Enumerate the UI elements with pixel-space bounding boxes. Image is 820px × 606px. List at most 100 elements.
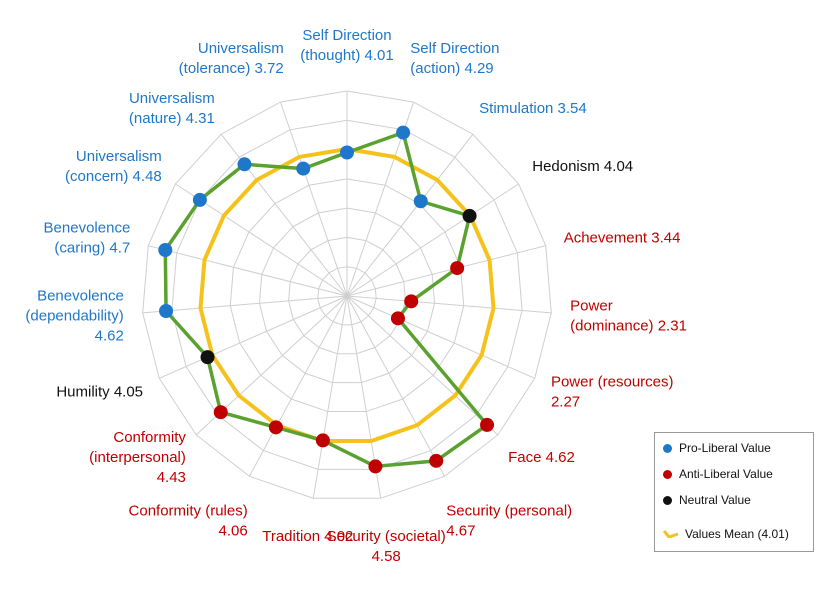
grid-spoke — [346, 245, 546, 297]
axis-label-line: (interpersonal) — [89, 449, 186, 466]
data-point-7 — [390, 311, 405, 326]
axis-label-line: Universalism — [129, 90, 215, 107]
axis-label-line: Self Direction — [302, 27, 391, 44]
data-point-6 — [404, 294, 419, 309]
data-point-14 — [200, 350, 215, 365]
axis-label-line: 4.43 — [157, 469, 186, 486]
grid-ring — [142, 90, 552, 499]
axis-label-line: Universalism — [76, 148, 162, 165]
axis-label-line: Face 4.62 — [508, 449, 575, 466]
grid-spoke — [279, 101, 348, 297]
axis-label-line: Achevement 3.44 — [564, 230, 681, 247]
axis-label-line: Stimulation 3.54 — [479, 100, 587, 117]
grid-ring — [258, 207, 436, 384]
axis-label-line: (caring) 4.7 — [54, 240, 130, 257]
axis-label-line: (action) 4.29 — [410, 60, 493, 77]
legend-label-pro: Pro-Liberal Value — [679, 441, 771, 455]
data-point-2 — [396, 125, 411, 140]
axis-label-line: Tradition 4.02 — [262, 528, 353, 545]
data-point-10 — [368, 459, 383, 474]
grid-spoke — [312, 295, 348, 499]
grid-spoke — [346, 133, 474, 297]
series-line — [163, 130, 489, 469]
data-point-9 — [429, 453, 444, 468]
legend-marker-anti — [663, 469, 672, 479]
axis-label-line: Security (personal) — [446, 502, 572, 519]
grid-spoke — [346, 295, 499, 436]
axis-label-3: Stimulation 3.54 — [479, 100, 587, 117]
axis-label-line: (thought) 4.01 — [300, 47, 393, 64]
grid-spoke — [159, 295, 348, 379]
axis-label-9: Security (personal) 4.67 — [446, 502, 572, 539]
grid-ring — [171, 119, 523, 470]
data-point-16 — [158, 242, 173, 257]
axis-label-18: Universalism (nature) 4.31 — [129, 90, 215, 127]
axis-label-16: Benevolence (caring) 4.7 — [44, 220, 131, 257]
data-point-11 — [315, 433, 330, 448]
axis-label-1: Self Direction (thought) 4.01 — [300, 27, 393, 64]
axis-label-line: 4.06 — [219, 522, 248, 539]
axis-label-line: 4.62 — [95, 328, 124, 345]
axis-label-11: Tradition 4.02 — [262, 528, 353, 545]
axis-label-line: Self Direction — [410, 40, 499, 57]
axis-label-4: Hedonism 4.04 — [532, 158, 633, 175]
axis-label-line: 2.27 — [551, 394, 580, 411]
data-point-13 — [213, 405, 228, 420]
data-point-1 — [340, 145, 354, 160]
data-point-5 — [450, 261, 465, 276]
legend-entry-pro: Pro-Liberal Value — [663, 441, 771, 455]
data-point-15 — [159, 303, 174, 318]
axis-label-12: Conformity (rules) 4.06 — [129, 502, 248, 539]
legend-label-neutral: Neutral Value — [679, 493, 751, 507]
data-point-8 — [480, 417, 495, 432]
legend-marker-neutral — [663, 495, 672, 505]
axis-label-line: (dominance) 2.31 — [570, 318, 687, 335]
axis-label-13: Conformity (interpersonal) 4.43 — [89, 429, 186, 486]
axis-label-17: Universalism (concern) 4.48 — [65, 148, 162, 185]
axis-label-line: Power — [570, 298, 613, 315]
axis-label-10: Security (societal) 4.58 — [327, 528, 446, 565]
data-point-18 — [237, 157, 252, 172]
axis-label-line: (tolerance) 3.72 — [179, 60, 284, 77]
grid-spoke — [346, 295, 446, 477]
axis-label-5: Achevement 3.44 — [564, 230, 681, 247]
axis-label-line: Conformity (rules) — [129, 502, 248, 519]
axis-label-line: 4.58 — [372, 548, 401, 565]
axis-label-line: Benevolence — [44, 220, 131, 237]
data-point-3 — [413, 194, 428, 209]
axis-label-line: (dependability) — [25, 308, 123, 325]
legend-label-anti: Anti-Liberal Value — [679, 467, 773, 481]
data-point-12 — [268, 420, 283, 435]
grid-spoke — [142, 295, 348, 314]
grid-ring — [288, 236, 406, 355]
grid-spoke — [148, 245, 348, 297]
axis-label-6: Power (dominance) 2.31 — [570, 298, 687, 335]
legend-entry-anti: Anti-Liberal Value — [663, 467, 773, 481]
grid-spoke — [248, 295, 348, 477]
axis-label-line: Benevolence — [37, 288, 124, 305]
axis-label-19: Universalism (tolerance) 3.72 — [179, 40, 284, 77]
axis-label-7: Power (resources) 2.27 — [551, 374, 674, 411]
axis-label-line: Hedonism 4.04 — [532, 158, 633, 175]
axis-label-line: Security (societal) — [327, 528, 446, 545]
data-point-4 — [462, 208, 477, 223]
axis-label-line: (nature) 4.31 — [129, 110, 215, 127]
grid-ring — [229, 178, 465, 413]
data-point-17 — [192, 192, 207, 207]
axis-label-line: Conformity — [113, 429, 186, 446]
axis-label-2: Self Direction (action) 4.29 — [410, 40, 499, 77]
axis-label-8: Face 4.62 — [508, 449, 575, 466]
grid-spoke — [346, 183, 519, 297]
legend-label-mean: Values Mean (4.01) — [685, 527, 789, 541]
grid-ring — [317, 266, 377, 326]
axis-label-line: (concern) 4.48 — [65, 168, 162, 185]
axis-label-14: Humility 4.05 — [56, 384, 143, 401]
legend-entry-mean: Values Mean (4.01) — [663, 527, 789, 541]
axis-label-15: Benevolence (dependability) 4.62 — [25, 288, 123, 345]
grid-spoke — [346, 295, 552, 314]
mean-line — [198, 146, 496, 444]
data-point-19 — [296, 161, 311, 176]
legend-marker-pro — [663, 443, 672, 453]
chart-legend: Pro-Liberal Value Anti-Liberal Value Neu… — [654, 432, 814, 552]
